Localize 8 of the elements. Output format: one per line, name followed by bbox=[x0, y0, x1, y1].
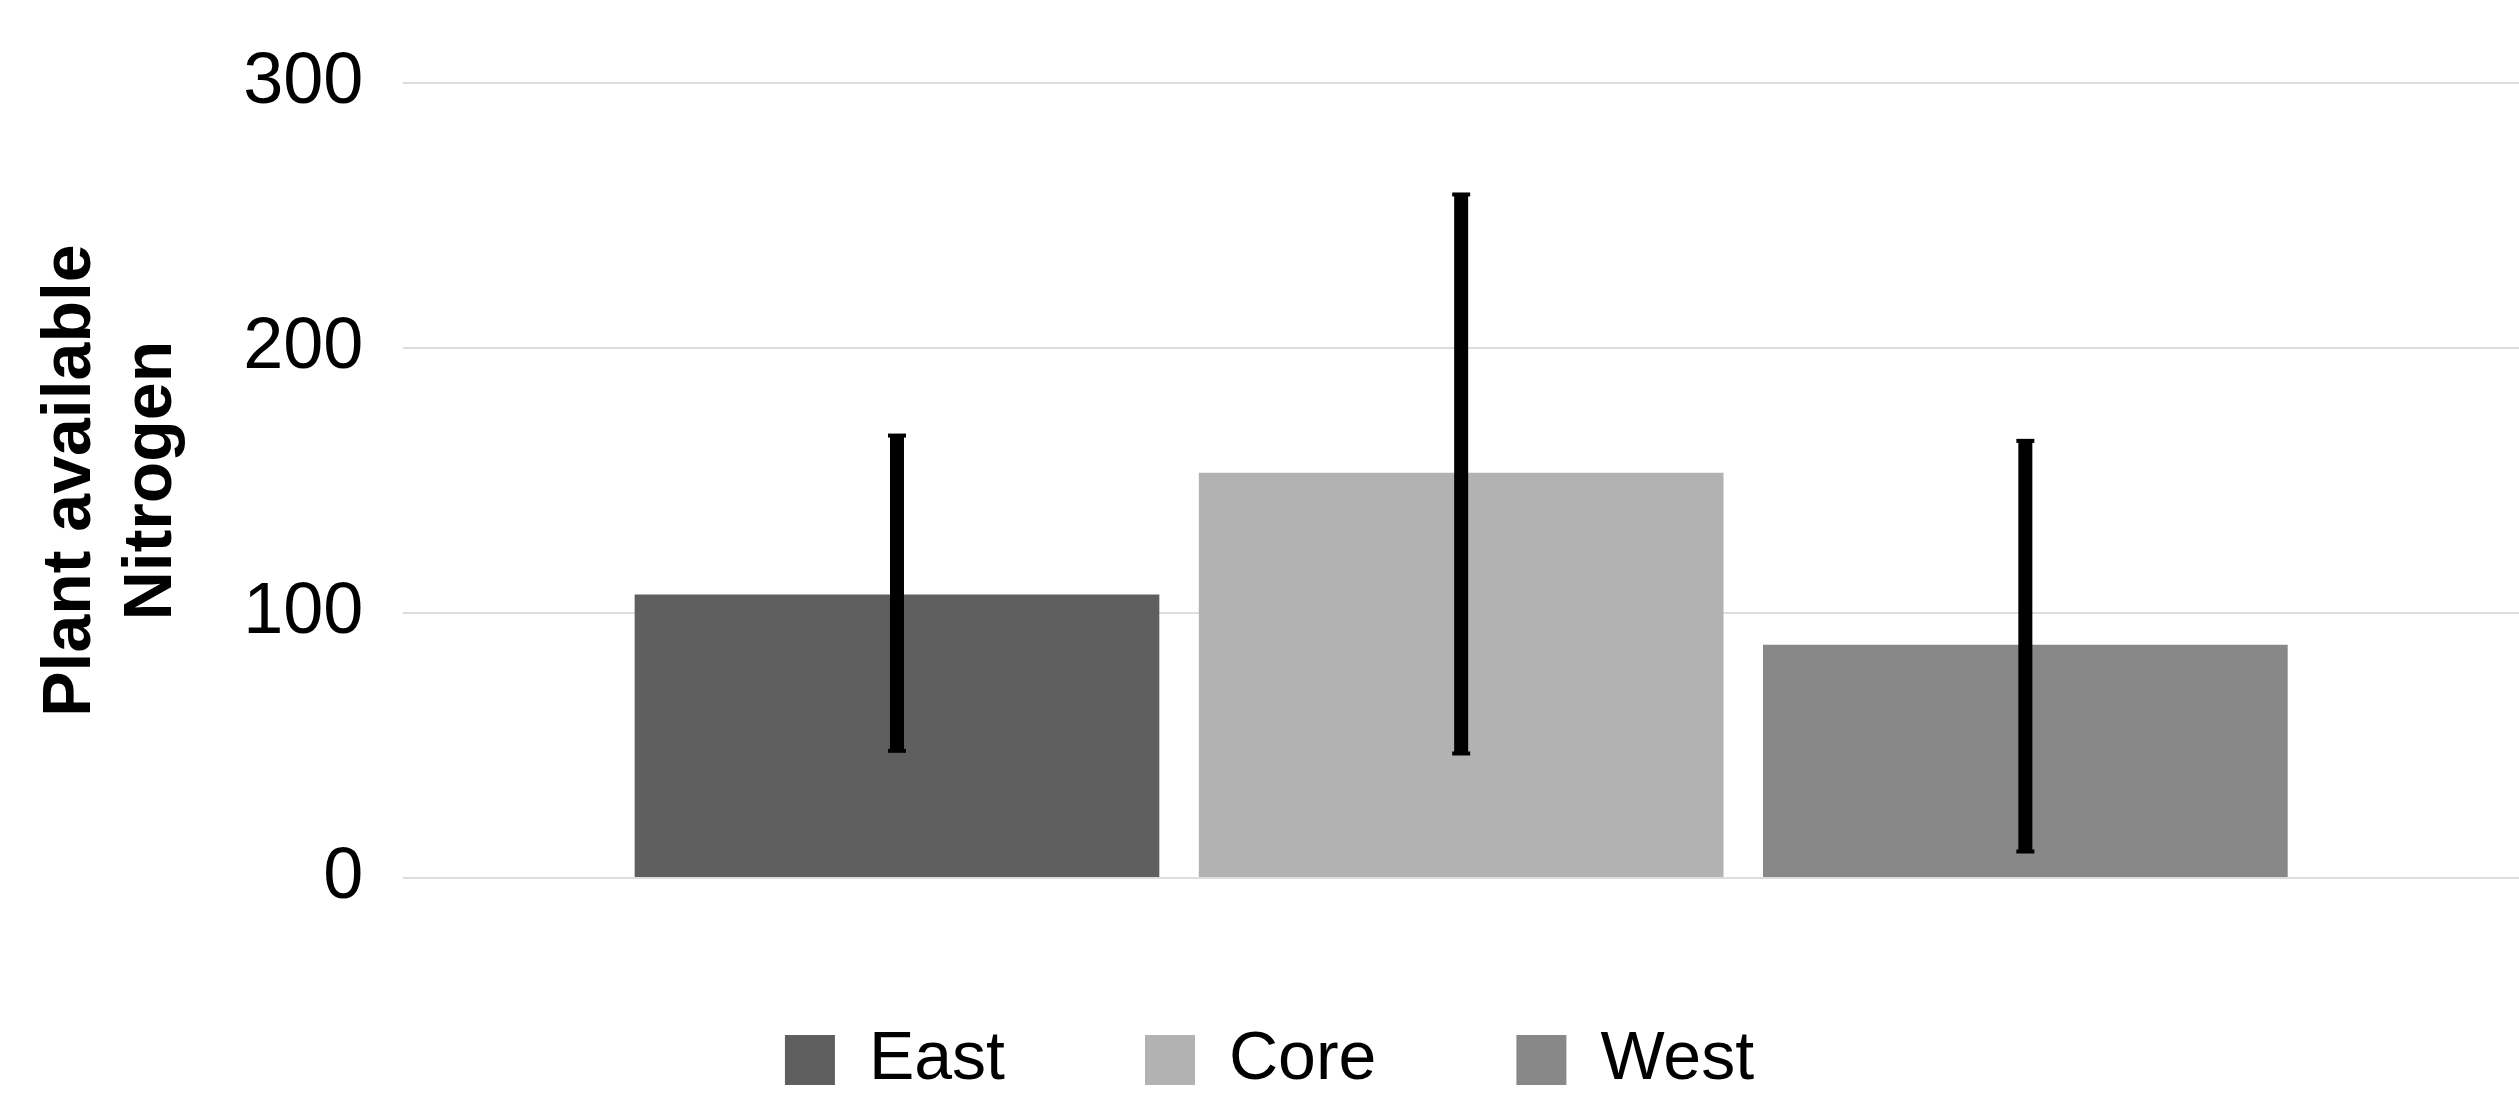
y-tick-label: 200 bbox=[243, 302, 364, 383]
y-axis-title: Plant available Nitrogen bbox=[27, 244, 186, 717]
legend-label: East bbox=[868, 1016, 1006, 1093]
legend-label: Core bbox=[1229, 1016, 1377, 1093]
y-tick-label: 0 bbox=[323, 832, 364, 913]
legend-label: West bbox=[1600, 1016, 1755, 1093]
y-tick-label: 100 bbox=[243, 567, 364, 648]
y-tick-label: 300 bbox=[243, 38, 364, 119]
